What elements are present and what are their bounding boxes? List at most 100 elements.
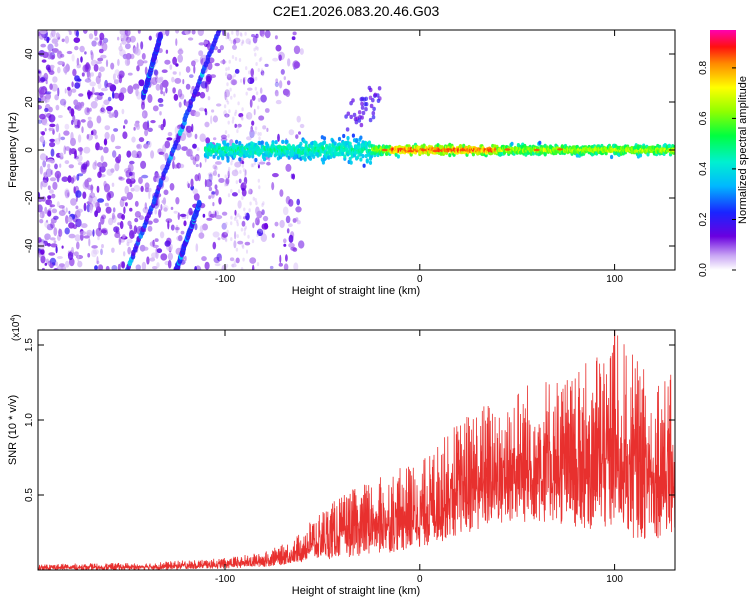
noise-cell	[48, 106, 53, 113]
noise-cell	[278, 80, 283, 89]
noise-cell	[262, 201, 265, 206]
noise-cell	[199, 91, 206, 99]
noise-cell	[253, 161, 257, 166]
noise-cell	[254, 86, 257, 91]
noise-cell	[156, 248, 163, 254]
band-cell	[667, 143, 672, 148]
noise-cell	[148, 35, 152, 41]
noise-cell	[87, 184, 94, 191]
noise-cell	[228, 37, 231, 42]
band-peak-cell	[459, 148, 466, 152]
noise-cell	[76, 154, 83, 163]
noise-cell	[239, 32, 242, 36]
streak-cell	[158, 31, 163, 38]
noise-cell	[210, 115, 213, 125]
noise-cell	[120, 196, 128, 202]
noise-cell	[195, 243, 199, 252]
noise-cell	[38, 204, 43, 213]
noise-cell	[39, 165, 43, 175]
band-cell	[364, 145, 368, 150]
noise-cell	[220, 134, 227, 139]
noise-cell	[254, 198, 257, 202]
noise-cell	[169, 183, 175, 191]
band-cell	[371, 111, 376, 116]
noise-cell	[257, 178, 260, 183]
snr-xtick-label: 0	[417, 574, 423, 585]
noise-cell	[134, 121, 140, 128]
noise-cell	[129, 35, 136, 43]
noise-cell	[88, 195, 93, 203]
noise-cell	[200, 81, 208, 89]
noise-cell	[58, 132, 61, 142]
noise-cell	[94, 210, 98, 218]
noise-cell	[175, 227, 180, 231]
noise-cell	[226, 32, 230, 40]
noise-cell	[295, 206, 302, 213]
noise-cell	[227, 133, 230, 138]
noise-cell	[79, 231, 87, 236]
noise-cell	[203, 75, 207, 83]
band-cell	[371, 115, 376, 120]
spectrogram-ytick-label: 0	[24, 147, 35, 153]
noise-cell	[264, 108, 270, 113]
noise-cell	[70, 108, 75, 117]
noise-cell	[150, 120, 156, 124]
noise-cell	[97, 82, 102, 90]
noise-cell	[226, 229, 229, 234]
noise-cell	[129, 53, 135, 60]
noise-cell	[137, 59, 144, 67]
noise-cell	[77, 119, 81, 129]
noise-cell	[103, 183, 111, 193]
noise-cell	[225, 238, 228, 243]
noise-cell	[64, 88, 67, 94]
noise-cell	[237, 240, 244, 245]
noise-cell	[40, 255, 46, 264]
noise-cell	[42, 160, 47, 168]
noise-cell	[166, 137, 173, 141]
snr-xlabel: Height of straight line (km)	[292, 585, 420, 597]
noise-cell	[71, 119, 74, 126]
noise-cell	[59, 152, 64, 157]
noise-cell	[137, 30, 141, 34]
noise-cell	[86, 160, 90, 167]
noise-cell	[110, 62, 115, 70]
noise-cell	[245, 91, 248, 96]
noise-cell	[250, 128, 253, 133]
noise-cell	[248, 189, 251, 195]
spectrogram-ytick-label: 40	[24, 48, 35, 60]
noise-cell	[196, 147, 200, 152]
figure-title: C2E1.2026.083.20.46.G03	[273, 3, 440, 19]
noise-cell	[292, 218, 297, 223]
noise-cell	[86, 134, 90, 140]
noise-cell	[106, 82, 113, 88]
noise-cell	[61, 38, 65, 43]
noise-cell	[254, 130, 257, 135]
noise-cell	[224, 182, 227, 187]
noise-cell	[230, 161, 233, 166]
noise-cell	[60, 136, 66, 141]
snr-axes: -100 0 100 0.5 1.0 1.5	[24, 330, 675, 585]
noise-cell	[252, 264, 255, 270]
snr-ytick-label: 1.5	[24, 338, 35, 352]
noise-cell	[264, 63, 269, 67]
noise-cell	[261, 72, 265, 77]
noise-cell	[158, 103, 164, 107]
noise-cell	[274, 35, 278, 40]
noise-cell	[163, 91, 166, 97]
band-cell	[251, 154, 255, 159]
noise-cell	[235, 180, 238, 185]
spectrogram-marks	[38, 30, 675, 270]
band-cell	[396, 154, 400, 159]
noise-cell	[49, 123, 56, 128]
noise-cell	[96, 94, 103, 101]
noise-cell	[83, 202, 87, 212]
noise-cell	[49, 237, 56, 241]
noise-cell	[217, 173, 220, 178]
noise-cell	[57, 60, 65, 66]
noise-cell	[251, 95, 256, 101]
noise-cell	[49, 138, 56, 143]
noise-cell	[39, 213, 43, 218]
noise-cell	[117, 58, 120, 67]
noise-cell	[76, 78, 82, 82]
noise-cell	[250, 68, 254, 77]
